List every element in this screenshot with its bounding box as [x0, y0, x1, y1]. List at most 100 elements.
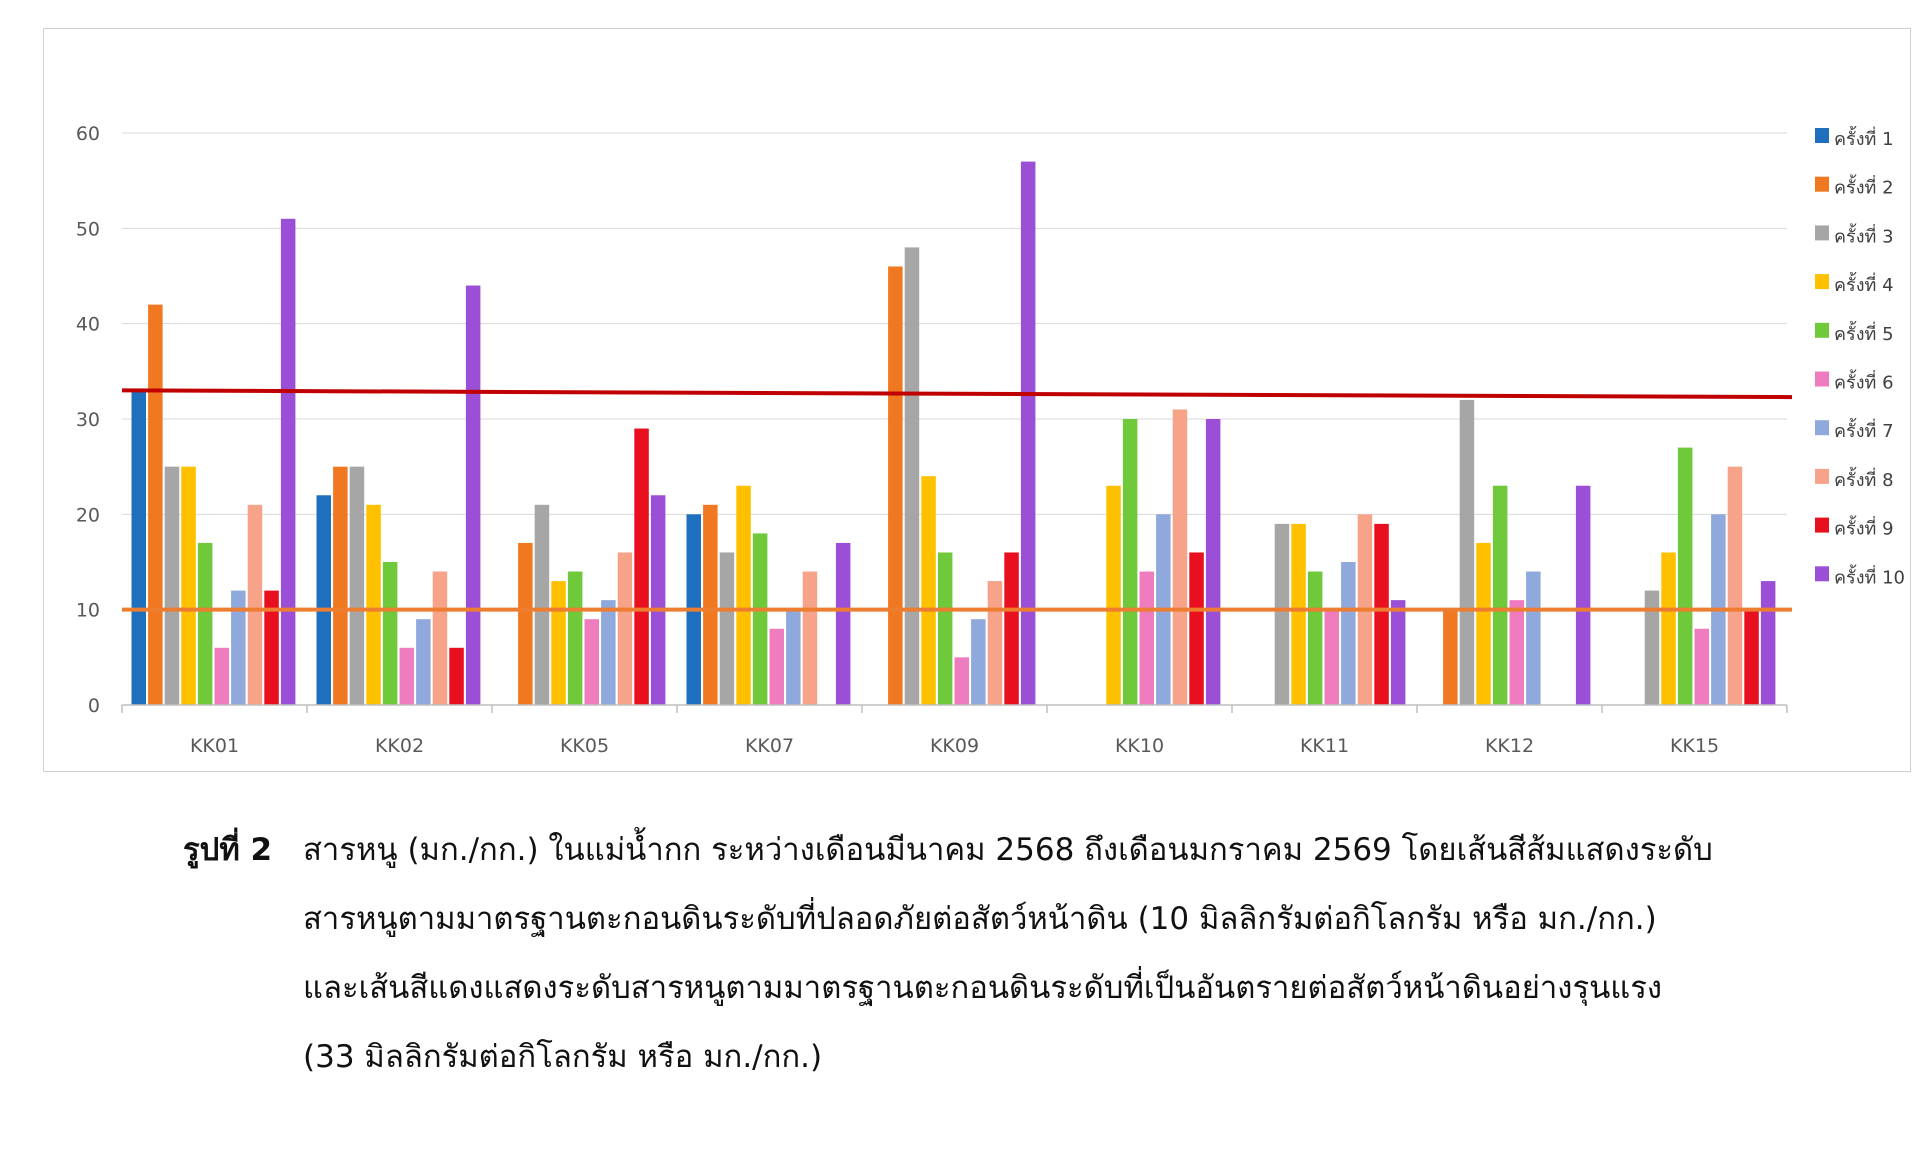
bar [650, 495, 666, 705]
bar [264, 590, 279, 705]
bar [1274, 523, 1290, 705]
y-tick-label: 0 [88, 695, 100, 717]
bar [1106, 485, 1121, 705]
bar [1760, 581, 1776, 705]
legend-swatch [1815, 566, 1829, 582]
x-tick-label: KK05 [560, 735, 609, 757]
bar [1172, 409, 1188, 705]
legend-swatch [1815, 274, 1829, 290]
bar [1341, 562, 1356, 705]
bar [987, 581, 1003, 705]
bar [971, 619, 986, 705]
bar [937, 552, 953, 705]
bar [366, 504, 381, 705]
bar [1492, 485, 1508, 705]
legend-swatch [1815, 225, 1829, 241]
bar [736, 485, 751, 705]
x-tick-label: KK10 [1115, 735, 1164, 757]
reference-line [121, 388, 1793, 400]
legend-swatch [1815, 128, 1829, 143]
bar [1694, 628, 1709, 705]
bar [835, 542, 851, 705]
bar [333, 466, 348, 705]
bar [214, 647, 229, 705]
legend-swatch [1815, 420, 1829, 436]
bar [416, 619, 431, 705]
bar [601, 600, 616, 705]
y-tick-label: 30 [76, 409, 100, 431]
x-tick-label: KK12 [1485, 735, 1534, 757]
legend-swatch [1815, 176, 1829, 192]
y-tick-label: 60 [76, 123, 100, 145]
y-tick-label: 20 [76, 504, 100, 526]
legend-label: ครั้งที่ 10 [1834, 564, 1905, 588]
bar [1291, 523, 1306, 705]
bar [802, 571, 818, 705]
bar [164, 466, 180, 705]
legend-label: ครั้งที่ 7 [1834, 418, 1894, 442]
bar [1122, 419, 1138, 705]
bar [518, 542, 533, 705]
bar [752, 533, 768, 705]
y-tick-label: 40 [76, 314, 100, 336]
caption-line-4: (33 มิลลิกรัมต่อกิโลกรัม หรือ มก./กก.) [303, 1039, 823, 1075]
bar [921, 476, 936, 705]
bar [1020, 161, 1036, 706]
legend-label: ครั้งที่ 2 [1834, 175, 1894, 199]
legend-swatch [1815, 322, 1829, 338]
bar [719, 552, 735, 705]
x-tick-label: KK02 [375, 735, 424, 757]
legend-label: ครั้งที่ 5 [1834, 321, 1894, 345]
legend: ครั้งที่ 1 ครั้งที่ 2 ครั้งที่ 3 ครั้งที่ 4… [1815, 126, 1905, 588]
caption-line-2: สารหนูตามมาตรฐานตะกอนดินระดับที่ปลอดภัยต… [303, 901, 1657, 937]
caption-text: สารหนู (มก./กก.) ในแม่น้ำกก ระหว่างเดือน… [303, 816, 1783, 1092]
x-tick-label: KK07 [745, 735, 794, 757]
bar [617, 552, 633, 705]
bar [449, 647, 464, 705]
legend-label: ครั้งที่ 1 [1834, 126, 1894, 150]
bar [399, 647, 414, 705]
bar [316, 495, 331, 705]
legend-swatch [1815, 517, 1829, 533]
bar [1443, 609, 1458, 705]
y-tick-label: 10 [76, 600, 100, 622]
x-tick-label: KK01 [190, 735, 239, 757]
bar [1139, 571, 1154, 705]
chart-frame: 0 10 20 30 40 50 60 KK01 KK02 KK05 KK07 KK09 KK10 KK1… [43, 28, 1911, 772]
bar [584, 619, 599, 705]
bar [703, 504, 718, 705]
bar [904, 247, 920, 705]
bar [131, 390, 146, 705]
caption-line-1: สารหนู (มก./กก.) ในแม่น้ำกก ระหว่างเดือน… [303, 832, 1713, 868]
legend-label: ครั้งที่ 6 [1834, 370, 1894, 394]
bar [432, 571, 448, 705]
bar [1677, 447, 1693, 705]
bar [1644, 590, 1660, 705]
x-tick-label: KK15 [1670, 735, 1719, 757]
bar [181, 466, 196, 705]
legend-swatch [1815, 371, 1829, 387]
bar [1476, 542, 1491, 705]
bar [247, 504, 263, 705]
bar [551, 581, 566, 705]
bar [1459, 399, 1475, 705]
bar [1661, 552, 1676, 705]
bar [1205, 419, 1221, 705]
bar [888, 266, 903, 705]
bar [349, 466, 365, 705]
bar [634, 428, 649, 705]
legend-label: ครั้งที่ 8 [1834, 467, 1894, 491]
legend-label: ครั้งที่ 9 [1834, 516, 1894, 540]
bar [1727, 466, 1743, 705]
bar [1324, 609, 1339, 705]
bar [769, 628, 784, 705]
bar [534, 504, 550, 705]
bar [1744, 609, 1759, 705]
x-tick-label: KK11 [1300, 735, 1349, 757]
bar [1390, 600, 1406, 705]
arsenic-bar-chart: 0 10 20 30 40 50 60 KK01 KK02 KK05 KK07 KK09 KK10 KK1… [76, 123, 1905, 757]
bar [465, 285, 481, 705]
bar [567, 571, 583, 705]
bar [1374, 523, 1389, 705]
legend-label: ครั้งที่ 3 [1834, 223, 1894, 247]
